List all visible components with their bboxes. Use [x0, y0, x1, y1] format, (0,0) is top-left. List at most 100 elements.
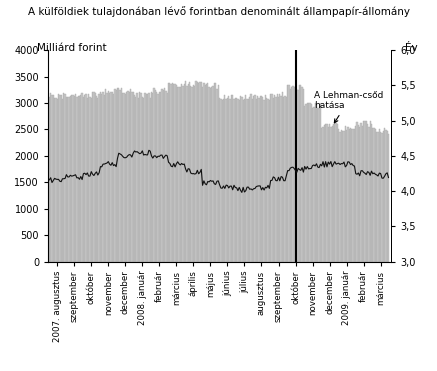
Bar	[118, 88, 119, 262]
Bar	[270, 95, 271, 262]
Bar	[214, 83, 215, 262]
Bar	[172, 83, 173, 262]
Bar	[195, 81, 197, 262]
Bar	[245, 95, 246, 262]
Bar	[321, 128, 323, 262]
Bar	[325, 124, 326, 262]
Bar	[191, 86, 193, 262]
Bar	[324, 125, 325, 262]
Bar	[350, 128, 351, 262]
Bar	[349, 129, 350, 262]
Bar	[290, 89, 291, 262]
Bar	[308, 103, 309, 262]
Bar	[374, 128, 375, 262]
Bar	[127, 92, 128, 262]
Bar	[178, 87, 180, 262]
Bar	[113, 94, 114, 262]
Bar	[173, 85, 174, 262]
Bar	[98, 94, 100, 262]
Bar	[128, 92, 130, 262]
Bar	[380, 132, 382, 262]
Bar	[235, 98, 236, 262]
Bar	[119, 90, 121, 262]
Bar	[241, 97, 243, 262]
Bar	[126, 92, 127, 262]
Bar	[364, 121, 366, 262]
Bar	[102, 92, 104, 262]
Bar	[140, 93, 142, 262]
Bar	[121, 88, 122, 262]
Bar	[229, 99, 231, 262]
Bar	[332, 126, 333, 262]
Bar	[206, 83, 207, 262]
Bar	[186, 85, 187, 262]
Bar	[111, 92, 113, 262]
Bar	[131, 92, 132, 262]
Bar	[260, 96, 261, 262]
Bar	[161, 89, 163, 262]
Bar	[92, 92, 93, 262]
Bar	[328, 127, 329, 262]
Bar	[271, 94, 273, 262]
Bar	[347, 127, 349, 262]
Bar	[123, 93, 125, 262]
Bar	[256, 99, 257, 262]
Bar	[77, 96, 79, 262]
Bar	[303, 89, 304, 262]
Bar	[358, 125, 359, 262]
Bar	[233, 99, 235, 262]
Bar	[58, 94, 59, 262]
Bar	[110, 92, 111, 262]
Bar	[266, 98, 267, 262]
Bar	[49, 97, 50, 262]
Bar	[59, 95, 60, 262]
Bar	[300, 85, 302, 262]
Bar	[315, 102, 316, 262]
Bar	[296, 89, 298, 262]
Bar	[231, 95, 232, 262]
Bar	[160, 92, 161, 262]
Bar	[275, 97, 277, 262]
Bar	[353, 129, 354, 262]
Bar	[351, 129, 353, 262]
Bar	[109, 93, 110, 262]
Bar	[388, 134, 389, 262]
Bar	[164, 88, 165, 262]
Bar	[292, 86, 294, 262]
Bar	[55, 98, 56, 262]
Bar	[106, 93, 108, 262]
Bar	[371, 124, 372, 262]
Bar	[329, 124, 330, 262]
Bar	[224, 95, 225, 262]
Bar	[185, 81, 186, 262]
Bar	[250, 94, 252, 262]
Bar	[166, 93, 168, 262]
Bar	[147, 93, 148, 262]
Bar	[223, 99, 224, 262]
Bar	[52, 95, 54, 262]
Bar	[168, 83, 169, 262]
Bar	[114, 89, 115, 262]
Bar	[83, 97, 84, 262]
Bar	[194, 86, 195, 262]
Bar	[261, 96, 262, 262]
Bar	[79, 96, 80, 262]
Bar	[169, 83, 170, 262]
Bar	[212, 86, 214, 262]
Bar	[189, 82, 190, 262]
Bar	[211, 87, 212, 262]
Bar	[249, 97, 250, 262]
Bar	[286, 98, 287, 262]
Bar	[157, 93, 159, 262]
Bar	[232, 95, 233, 262]
Bar	[136, 93, 138, 262]
Bar	[68, 97, 69, 262]
Bar	[316, 104, 317, 262]
Bar	[225, 99, 227, 262]
Bar	[361, 123, 362, 262]
Bar	[202, 88, 203, 262]
Bar	[330, 127, 332, 262]
Bar	[336, 123, 337, 262]
Bar	[343, 131, 345, 262]
Bar	[142, 97, 143, 262]
